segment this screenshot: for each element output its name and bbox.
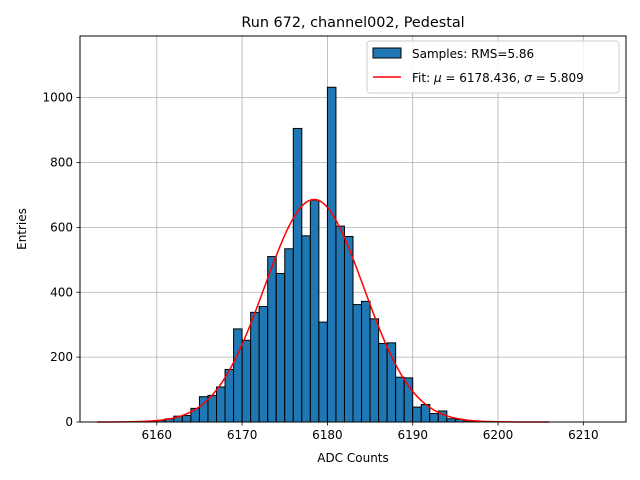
legend-label-samples: Samples: RMS=5.86 [412,47,534,61]
histogram-bar [250,311,260,423]
histogram-bar [335,225,345,423]
histogram-bar [395,376,405,423]
y-tick-label: 1000 [42,91,73,105]
x-tick-label: 6190 [397,428,428,442]
histogram-bars [156,86,473,423]
histogram-bar [352,304,363,423]
histogram-bar [361,300,371,423]
plot-frame [79,35,627,423]
histogram-bar [181,415,192,423]
histogram-bar [318,321,328,423]
histogram-bar [343,235,354,423]
fit-curve-layer [97,198,550,423]
histogram-bar [378,343,388,423]
y-axis-label: Entries [15,208,29,250]
histogram-bar [224,368,235,423]
y-tick-label: 0 [65,415,73,429]
chart-title: Run 672, channel002, Pedestal [241,15,464,31]
histogram-bar [233,328,243,423]
histogram-bar [429,413,439,423]
legend-label-fit: Fit: μ = 6178.436, σ = 5.809 [412,71,584,85]
legend-swatch-samples [372,47,402,59]
y-tick-label: 400 [50,285,73,299]
x-tick-label: 6170 [227,428,258,442]
y-tick-label: 600 [50,220,73,234]
y-tick-label: 800 [50,156,73,170]
x-tick-label: 6160 [142,428,173,442]
histogram-bar [412,406,422,423]
histogram-bar [292,127,303,423]
x-tick-label: 6180 [312,428,343,442]
histogram-bar [258,306,269,423]
x-axis-label: ADC Counts [317,451,389,465]
histogram-bar [241,339,252,423]
legend-box [366,40,620,94]
histogram-bar [284,248,294,423]
histogram-bar [326,86,337,423]
x-tick-label: 6200 [483,428,514,442]
histogram-bar [267,256,277,423]
x-axis-ticks: 6160 6170 6180 6190 6200 6210 [142,422,599,442]
histogram-bar [216,386,226,423]
histogram-bar [301,235,311,423]
histogram-bar [207,394,217,423]
x-tick-label: 6210 [568,428,599,442]
legend: Samples: RMS=5.86 Fit: μ = 6178.436, σ =… [366,40,620,94]
y-axis-ticks: 0 200 400 600 800 1000 [42,91,80,429]
histogram-bar [309,199,320,423]
gaussian-fit-curve [97,198,550,423]
y-tick-label: 200 [50,350,73,364]
histogram-bar [369,318,380,423]
histogram-bar [275,272,286,423]
